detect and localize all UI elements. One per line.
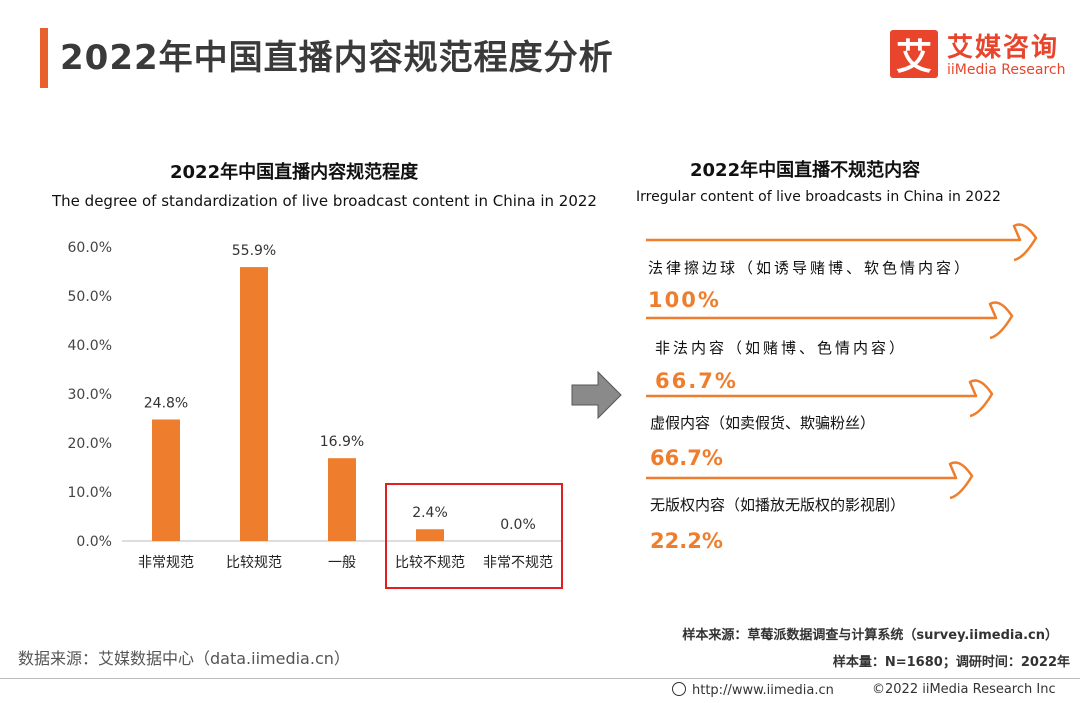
bar-value-label: 2.4% [412, 505, 448, 521]
irregular-item-value: 22.2% [650, 529, 723, 553]
footer-divider [0, 678, 1080, 679]
y-tick-label: 30.0% [68, 387, 112, 403]
chart-title-en: The degree of standardization of live br… [52, 192, 597, 210]
irregular-item-label: 非法内容（如赌博、色情内容） [655, 339, 908, 357]
y-tick-label: 10.0% [68, 485, 112, 501]
bar [416, 529, 444, 541]
footer-url[interactable]: http://www.iimedia.cn [672, 682, 834, 698]
highlight-box [385, 483, 563, 589]
y-tick-label: 40.0% [68, 338, 112, 354]
footer-url-text[interactable]: http://www.iimedia.cn [692, 683, 834, 698]
title-accent-bar [40, 28, 48, 88]
right-panel-title-en: Irregular content of live broadcasts in … [636, 189, 1001, 205]
globe-icon [672, 682, 686, 696]
bar-chart: 0.0% 10.0% 20.0% 30.0% 40.0% 50.0% 60.0% 24.8% 非… [68, 240, 563, 589]
bar-value-label: 55.9% [232, 243, 276, 259]
bar [152, 419, 180, 541]
ribbon-arrows [646, 223, 1038, 500]
logo-mark: 艾 [890, 30, 938, 78]
ribbon-arrow [646, 223, 1038, 262]
footer-copyright: ©2022 iiMedia Research Inc [872, 682, 1056, 697]
x-tick-label: 非常规范 [138, 554, 194, 571]
bar-value-label: 24.8% [144, 395, 188, 411]
irregular-item-value: 66.7% [655, 369, 738, 393]
x-tick-label: 比较不规范 [395, 554, 465, 571]
data-source: 数据来源：艾媒数据中心（data.iimedia.cn） [18, 649, 350, 668]
chart-title-cn: 2022年中国直播内容规范程度 [170, 162, 419, 183]
x-tick-label: 非常不规范 [483, 554, 553, 571]
logo-text-cn: 艾媒咨询 [947, 33, 1060, 63]
x-tick-label: 一般 [328, 555, 356, 571]
irregular-item-value: 100% [648, 288, 721, 312]
irregular-item-label: 虚假内容（如卖假货、欺骗粉丝） [650, 414, 876, 432]
x-tick-label: 比较规范 [226, 554, 282, 571]
irregular-item-value: 66.7% [650, 446, 723, 470]
irregular-item-label: 法律擦边球（如诱导赌博、软色情内容） [648, 259, 973, 277]
sample-info: 样本量：N=1680；调研时间：2022年 [832, 655, 1070, 670]
transition-arrow-icon [571, 370, 622, 420]
y-tick-label: 60.0% [68, 240, 112, 256]
y-tick-label: 0.0% [76, 534, 112, 550]
page-title: 2022年中国直播内容规范程度分析 [60, 38, 614, 78]
right-panel-title-cn: 2022年中国直播不规范内容 [690, 160, 921, 181]
y-tick-label: 50.0% [68, 289, 112, 305]
bar-value-label: 16.9% [320, 434, 364, 450]
bar [328, 458, 356, 541]
y-tick-label: 20.0% [68, 436, 112, 452]
irregular-item-label: 无版权内容（如播放无版权的影视剧） [650, 496, 906, 514]
sample-source: 样本来源：草莓派数据调查与计算系统（survey.iimedia.cn） [682, 628, 1058, 643]
bar [240, 267, 268, 541]
ribbon-arrow [646, 461, 974, 500]
logo-text-en: iiMedia Research [947, 62, 1066, 78]
ribbon-arrow [646, 379, 994, 418]
bar-value-label: 0.0% [500, 517, 536, 533]
ribbon-arrow [646, 301, 1014, 340]
